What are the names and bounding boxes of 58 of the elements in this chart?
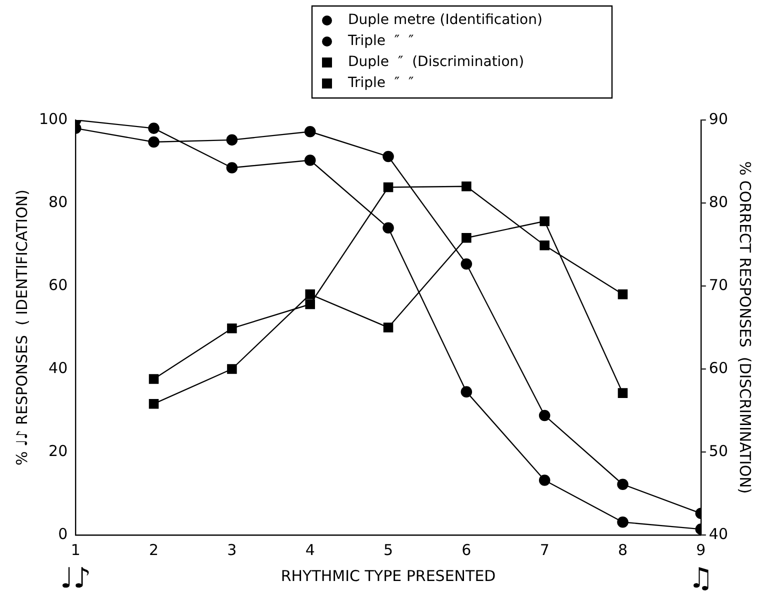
point [148, 398, 159, 409]
point [460, 258, 472, 270]
point [383, 182, 394, 192]
point [618, 289, 628, 300]
y-tick-label: 20 [48, 442, 68, 460]
x-tick-label: 2 [149, 540, 159, 559]
y2-tick-label: 40 [708, 524, 728, 543]
text: ♩♪ [60, 561, 92, 594]
point [227, 323, 237, 334]
point [148, 374, 159, 384]
legend-label: Duple metre (Identification) [348, 12, 542, 28]
y2-tick-label: 80 [708, 192, 728, 211]
point [383, 322, 394, 332]
y-tick-label: 80 [48, 192, 68, 211]
y-tick-label: 40 [48, 358, 68, 377]
point [617, 478, 628, 490]
point [538, 410, 550, 422]
legend-label: Triple ″ ″ [347, 33, 414, 50]
x-tick-label: 5 [384, 540, 394, 559]
y2-tick-label: 70 [708, 276, 728, 294]
y-axis-title: % ♩♪ RESPONSES ( IDENTIFICATION) [12, 190, 31, 466]
point [148, 122, 160, 134]
point [304, 126, 316, 138]
text: ♫ [688, 561, 714, 594]
y2-tick-label: 90 [708, 110, 728, 128]
point [618, 388, 628, 398]
y2-tick-label: 50 [708, 442, 728, 460]
point [540, 240, 550, 250]
x-axis-title: RHYTHMIC TYPE PRESENTED [280, 566, 496, 585]
point [305, 289, 316, 300]
point [617, 516, 628, 528]
y-tick-label: 100 [38, 110, 68, 128]
point [382, 222, 394, 234]
point [462, 232, 472, 243]
point [382, 150, 394, 162]
point [226, 134, 238, 146]
point [148, 136, 160, 148]
x-tick-label: 4 [305, 540, 315, 559]
x-tick-label: 1 [70, 540, 80, 559]
y2-tick-label: 60 [708, 358, 728, 377]
x-tick-label: 8 [618, 540, 628, 559]
point [304, 154, 316, 166]
x-tick-label: 9 [696, 540, 706, 559]
x-tick-label: 6 [462, 540, 472, 559]
y-tick-label: 0 [58, 524, 68, 543]
y2-axis-title: % CORRECT RESPONSES (DISCRIMINATION) [736, 161, 754, 494]
point [227, 364, 237, 374]
point [538, 474, 550, 486]
point [462, 182, 472, 192]
x-tick-label: 3 [227, 540, 237, 559]
legend-label: Triple ″ ″ [347, 75, 414, 92]
point [540, 216, 550, 226]
y-tick-label: 60 [48, 276, 68, 294]
point [460, 386, 472, 398]
x-tick-label: 7 [540, 540, 550, 559]
point [226, 162, 238, 174]
point [305, 299, 316, 310]
legend-label: Duple ″ (Discrimination) [348, 54, 524, 70]
